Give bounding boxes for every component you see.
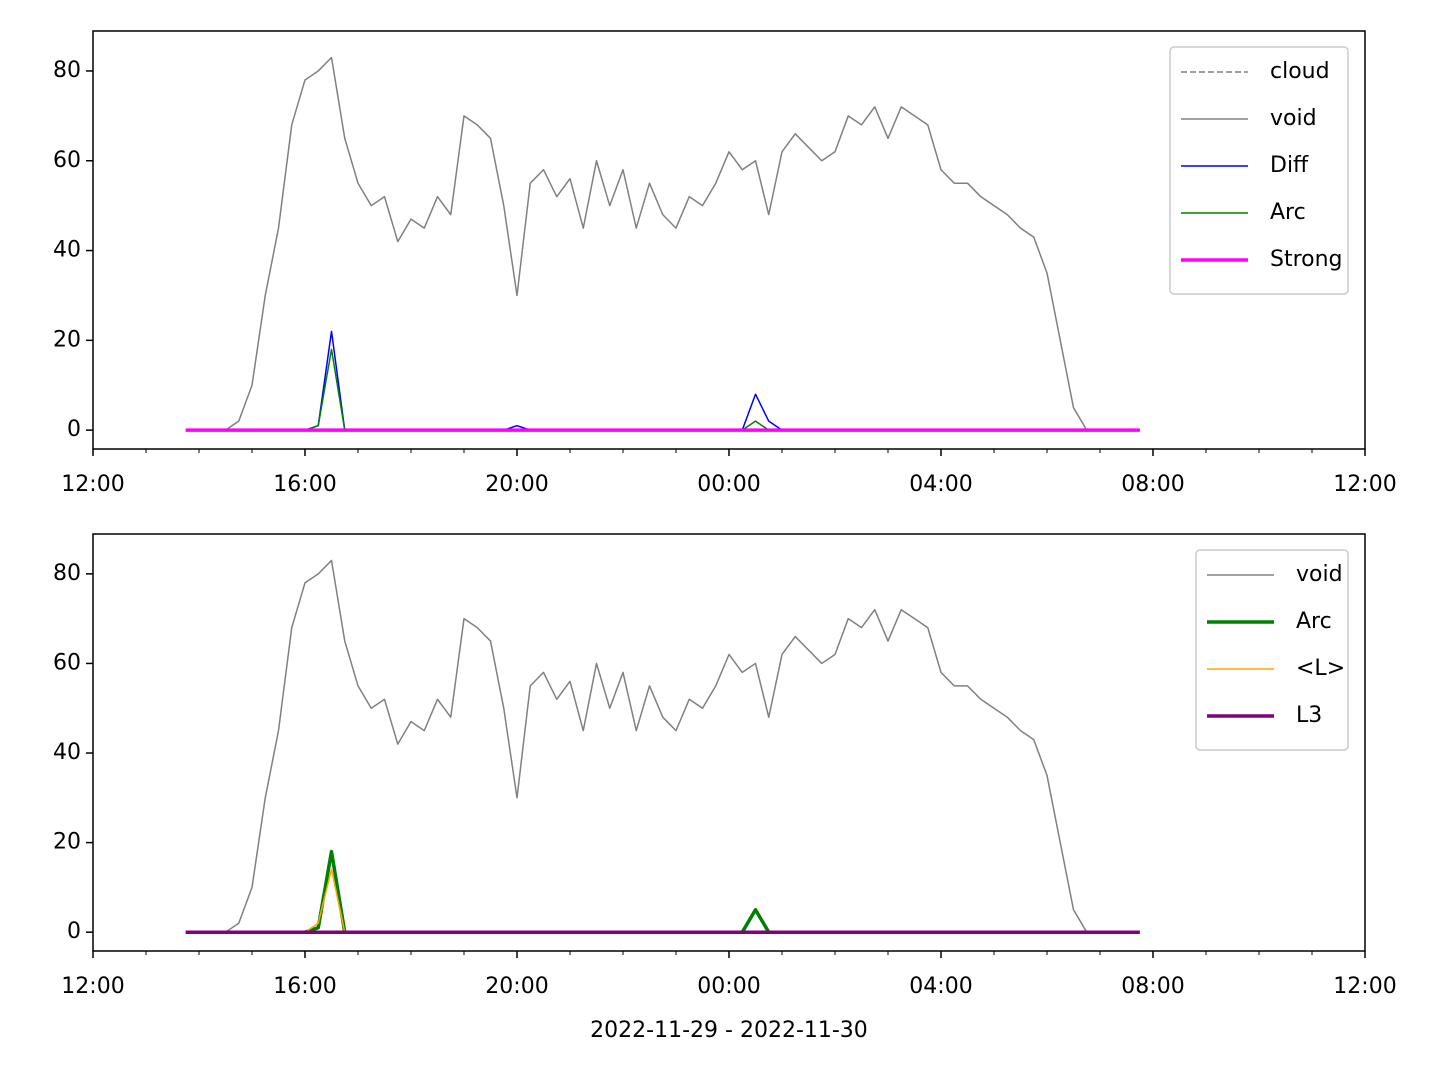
series-line	[185, 868, 1140, 933]
legend-label: Strong	[1270, 247, 1343, 272]
x-tick-label: 16:00	[273, 472, 336, 497]
legend-box	[1169, 46, 1349, 295]
y-tick-label: 80	[53, 58, 81, 83]
x-tick-label: 04:00	[909, 472, 972, 497]
x-tick-label: 08:00	[1121, 472, 1184, 497]
y-tick-label: 60	[53, 650, 81, 675]
series-line	[185, 559, 1140, 933]
x-tick-label: 16:00	[273, 974, 336, 999]
series-line	[185, 849, 1140, 934]
plot-area	[185, 56, 1140, 432]
y-tick-label: 40	[53, 740, 81, 765]
x-tick-label: 12:00	[1333, 974, 1396, 999]
x-tick-label: 20:00	[485, 472, 548, 497]
x-tick-label: 04:00	[909, 974, 972, 999]
y-tick-label: 60	[53, 148, 81, 173]
y-tick-label: 80	[53, 561, 81, 586]
legend-label: Diff	[1270, 153, 1309, 178]
legend-label: void	[1296, 562, 1343, 587]
x-tick-label: 00:00	[697, 974, 760, 999]
series-line	[185, 56, 1140, 431]
y-tick-label: 20	[53, 830, 81, 855]
x-tick-label: 00:00	[697, 472, 760, 497]
x-tick-label: 12:00	[1333, 472, 1396, 497]
x-tick-label: 08:00	[1121, 974, 1184, 999]
legend-label: Arc	[1296, 609, 1332, 634]
legend-box	[1195, 549, 1349, 751]
y-tick-label: 0	[67, 417, 81, 442]
plot-area	[185, 559, 1140, 934]
series-line	[185, 348, 1140, 431]
x-tick-label: 12:00	[61, 472, 124, 497]
x-axis-label: 2022-11-29 - 2022-11-30	[590, 1018, 868, 1043]
legend-label: cloud	[1270, 59, 1330, 84]
series-line	[185, 330, 1140, 431]
legend-label: L3	[1296, 703, 1322, 728]
legend-label: <L>	[1296, 656, 1345, 681]
y-tick-label: 40	[53, 238, 81, 263]
y-tick-label: 20	[53, 327, 81, 352]
x-tick-label: 20:00	[485, 974, 548, 999]
legend-label: void	[1270, 106, 1317, 131]
y-tick-label: 0	[67, 919, 81, 944]
legend-label: Arc	[1270, 200, 1306, 225]
x-tick-label: 12:00	[61, 974, 124, 999]
axes-frame	[92, 533, 1366, 952]
